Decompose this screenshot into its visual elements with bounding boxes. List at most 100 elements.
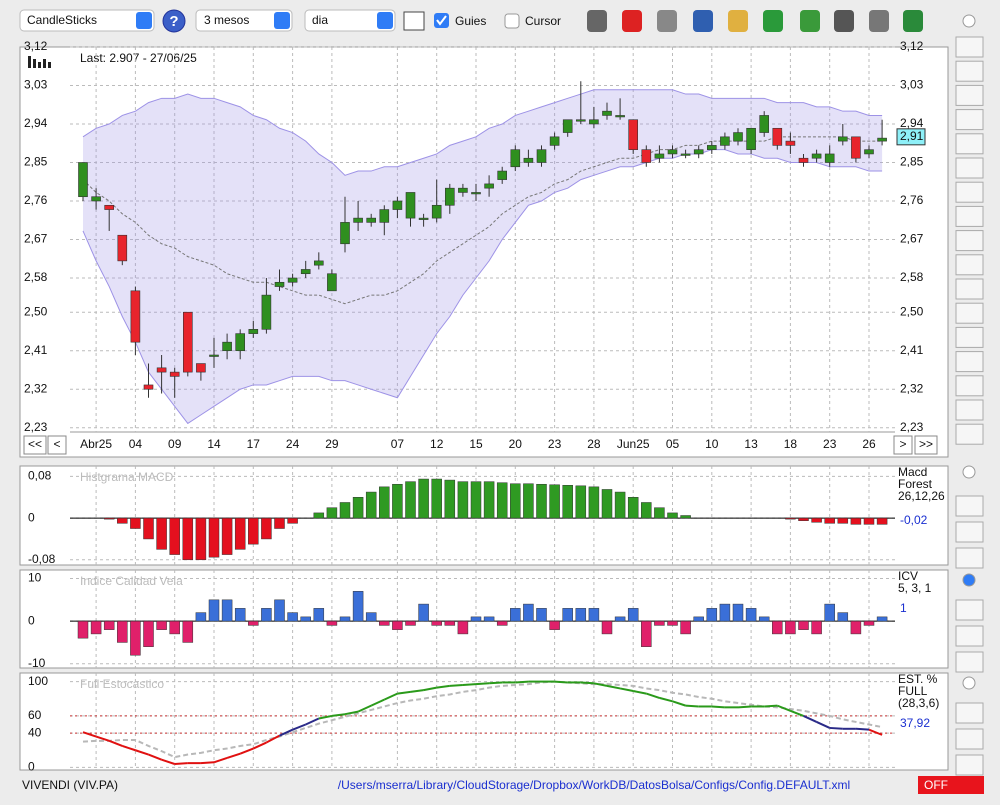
toolbar-icon[interactable] [693,10,713,32]
bar [365,612,377,622]
bar [221,599,233,622]
side-button[interactable] [955,326,984,348]
side-button[interactable] [955,302,984,324]
side-button[interactable] [955,205,984,227]
side-button[interactable] [955,230,984,252]
candle-body [693,149,704,155]
bar [575,608,587,622]
config-path[interactable]: /Users/mserra/Library/CloudStorage/Dropb… [338,778,850,792]
help-icon: ? [169,13,178,30]
side-button[interactable] [955,84,984,106]
k-segment [829,726,843,730]
bar [693,616,704,622]
side-button[interactable] [955,36,984,58]
bar [182,620,194,643]
toolbar-icon[interactable] [903,10,923,32]
side-button[interactable] [955,181,984,203]
side-button[interactable] [955,375,984,397]
toolbar-icon[interactable] [728,10,748,32]
side-button[interactable] [955,157,984,179]
y-tick-label: 2,23 [24,420,48,434]
candle-body [300,269,311,275]
side-button[interactable] [955,254,984,276]
k-segment [423,686,437,692]
side-button[interactable] [955,702,984,724]
k-segment [515,680,529,684]
help-button[interactable] [162,9,186,33]
bar [549,484,560,519]
side-button[interactable] [955,754,984,776]
bar [614,491,626,519]
toolbar-icon[interactable] [869,10,889,32]
nav-button[interactable] [893,435,913,455]
toolbar-icon[interactable] [587,10,607,32]
nav-button[interactable] [23,435,47,455]
y-tick-label: 2,94 [24,116,48,130]
bar [627,497,639,519]
radio[interactable] [962,676,976,690]
radio[interactable] [962,573,976,587]
radio[interactable] [962,465,976,479]
toolbar-icon[interactable] [622,10,642,32]
bar [169,620,180,635]
y-tick-label-right: 2,67 [900,232,924,246]
candle-body [196,363,206,373]
bar [627,608,639,622]
toolbar-icons [587,10,923,32]
side-button[interactable] [955,351,984,373]
toolbar-icon[interactable] [800,10,820,32]
bar [261,517,272,540]
candle-body [209,354,219,357]
side-button[interactable] [955,495,984,517]
bar [313,512,325,519]
bar [510,483,521,519]
chart-icon[interactable] [403,11,425,31]
candle-body [602,110,612,116]
chart-type-select[interactable] [19,9,155,32]
k-segment [436,684,450,689]
side-button[interactable] [955,60,984,82]
side-button[interactable] [955,728,984,750]
k-segment [397,690,411,695]
bar [379,620,390,626]
side-button[interactable] [955,625,984,647]
side-button[interactable] [955,651,984,673]
cursor-checkbox[interactable] [504,13,520,29]
toolbar-icon[interactable] [834,10,854,32]
k-segment [174,762,188,765]
side-button[interactable] [955,521,984,543]
last-price: 2,91 [900,129,924,143]
side-button[interactable] [955,109,984,131]
side-button[interactable] [955,423,984,445]
bar [248,620,259,626]
bar [837,517,849,524]
side-button[interactable] [955,399,984,421]
side-button[interactable] [955,547,984,569]
side-button[interactable] [955,599,984,621]
x-tick-label: 04 [129,437,143,451]
band-area [83,89,883,424]
bar [457,481,469,519]
k-segment [606,684,621,690]
bar [195,517,207,561]
bar [483,616,495,622]
toolbar-icon[interactable] [763,10,783,32]
toolbar-icon[interactable] [657,10,677,32]
radio[interactable] [962,14,976,28]
y-tick-label: 3,03 [24,78,48,92]
nav-button[interactable] [47,435,67,455]
indicator-value: 1 [900,601,907,615]
ticker: VIVENDI (VIV.PA) [22,778,118,792]
side-button[interactable] [955,278,984,300]
nav-button[interactable] [914,435,938,455]
bar [300,616,311,622]
side-button[interactable] [955,133,984,155]
candle-body [91,196,101,202]
period-select[interactable] [195,9,293,32]
bar [523,483,534,519]
select-arrow [377,12,393,29]
interval-select[interactable] [304,9,396,32]
state-box[interactable] [918,776,984,794]
k-segment [554,680,568,684]
y-tick-label-right: 2,94 [900,116,924,130]
